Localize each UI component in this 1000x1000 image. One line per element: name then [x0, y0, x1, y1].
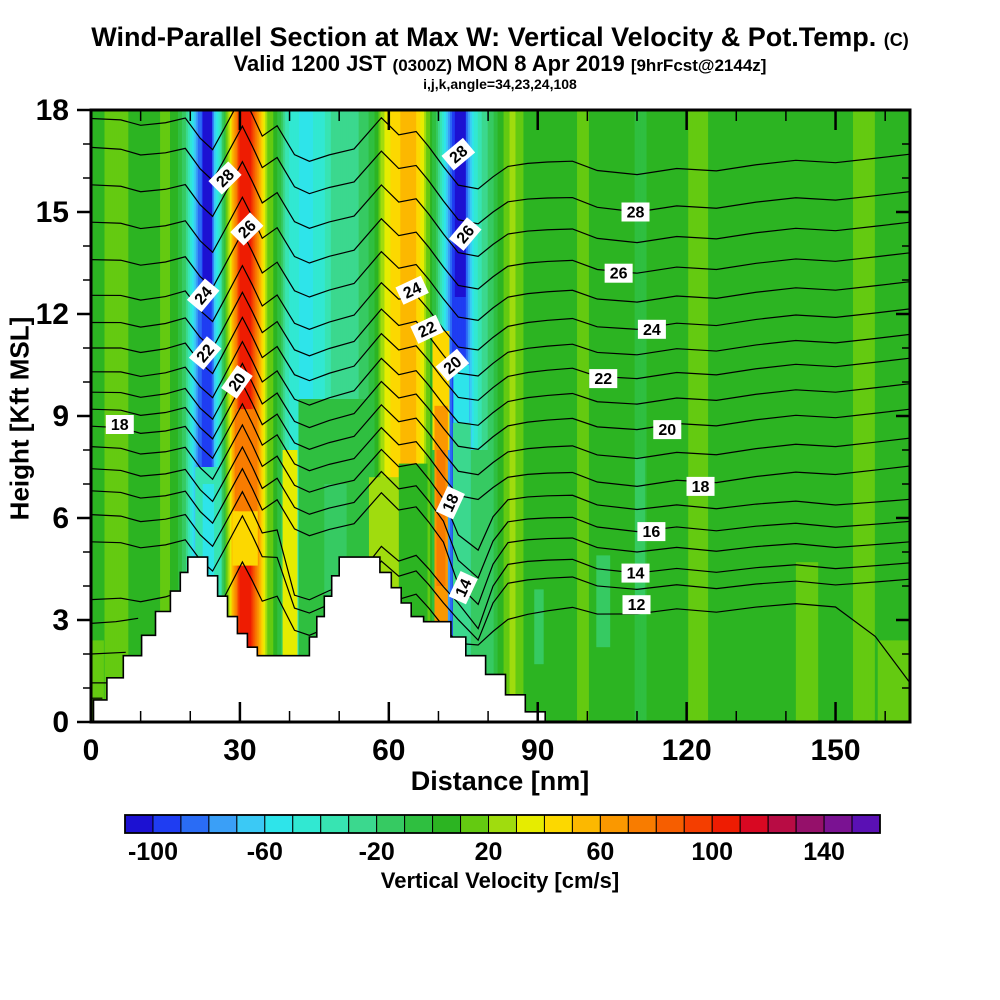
grid-info-line: i,j,k,angle=34,23,24,108 [423, 75, 577, 92]
svg-text:28: 28 [627, 205, 645, 222]
svg-text:-100: -100 [128, 838, 178, 866]
svg-text:18: 18 [111, 417, 129, 434]
svg-text:3: 3 [52, 604, 69, 637]
svg-text:0: 0 [52, 706, 69, 739]
svg-text:6: 6 [52, 502, 69, 535]
valid-date: MON 8 Apr 2019 [456, 51, 631, 77]
svg-text:12: 12 [628, 597, 646, 614]
terrain-silhouette [92, 556, 556, 722]
valid-time: Valid 1200 JST [233, 51, 393, 77]
svg-text:18: 18 [440, 491, 463, 514]
svg-text:14: 14 [627, 566, 645, 583]
svg-text:20: 20 [475, 838, 503, 866]
svg-text:26: 26 [610, 266, 628, 283]
x-axis-title: Distance [nm] [410, 766, 590, 796]
svg-text:22: 22 [416, 319, 439, 342]
figure-titles: Wind-Parallel Section at Max W: Vertical… [0, 22, 1000, 93]
svg-text:15: 15 [36, 196, 69, 229]
svg-text:18: 18 [692, 479, 710, 496]
colorbar-caption: Vertical Velocity [cm/s] [380, 868, 620, 893]
axis-tick-labels: 0 30 60 90 120 150 0 3 6 9 12 15 18 [36, 94, 861, 767]
svg-text:12: 12 [36, 298, 69, 331]
svg-text:24: 24 [643, 322, 661, 339]
svg-text:14: 14 [453, 576, 476, 599]
title-unit: (C) [883, 30, 909, 50]
svg-text:60: 60 [372, 734, 405, 767]
title-text: Wind-Parallel Section at Max W: Vertical… [91, 22, 877, 52]
svg-text:18: 18 [36, 94, 69, 127]
svg-text:90: 90 [521, 734, 554, 767]
svg-text:16: 16 [642, 524, 660, 541]
svg-text:120: 120 [662, 734, 712, 767]
svg-text:20: 20 [658, 422, 676, 439]
colorbar: -100 -60 -20 20 60 100 140 [124, 814, 881, 866]
valid-time-subtitle: Valid 1200 JST (0300Z) MON 8 Apr 2019 [9… [0, 51, 1000, 77]
page-title: Wind-Parallel Section at Max W: Vertical… [0, 22, 1000, 52]
axis-ticks [77, 108, 910, 724]
svg-text:140: 140 [803, 838, 845, 866]
svg-text:0: 0 [83, 734, 100, 767]
utc-time: (0300Z) [392, 56, 457, 76]
svg-text:60: 60 [586, 838, 614, 866]
svg-text:30: 30 [223, 734, 256, 767]
svg-text:22: 22 [594, 371, 612, 388]
svg-text:-20: -20 [359, 838, 395, 866]
svg-text:100: 100 [691, 838, 733, 866]
svg-text:150: 150 [811, 734, 861, 767]
forecast-info: [9hrFcst@2144z] [630, 56, 767, 76]
svg-text:24: 24 [401, 280, 424, 303]
svg-text:9: 9 [52, 400, 69, 433]
svg-text:-60: -60 [247, 838, 283, 866]
